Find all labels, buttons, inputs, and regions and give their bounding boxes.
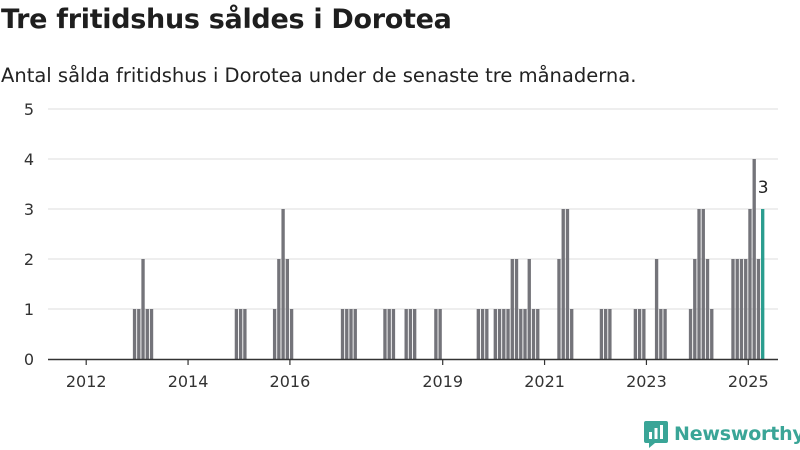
bar [748, 209, 752, 359]
data-label: 3 [758, 178, 769, 198]
bar [603, 309, 608, 359]
bar [438, 309, 442, 359]
x-axis [48, 358, 778, 365]
newsworthy-logo: Newsworthy [643, 419, 800, 449]
bar [565, 209, 570, 359]
bar [408, 309, 413, 359]
bar [349, 309, 353, 359]
bar [536, 309, 540, 359]
x-tick-label: 2012 [66, 372, 107, 391]
bar [642, 309, 646, 359]
y-tick-label: 5 [24, 100, 34, 119]
bar [383, 309, 387, 359]
bar-highlight [761, 209, 765, 359]
bar [277, 259, 281, 359]
labels: 0 1 2 3 4 5 3 2012 2014 2016 2019 2021 2023 2025 [24, 100, 769, 391]
bar-chart: 0 1 2 3 4 5 3 2012 2014 2016 2019 2021 2023 2025 [24, 100, 778, 391]
bar [654, 259, 659, 359]
bar [132, 309, 137, 359]
bar [561, 209, 565, 359]
bar [697, 209, 701, 359]
bar [480, 309, 485, 359]
bar [404, 309, 408, 359]
bar [510, 259, 514, 359]
bar [731, 259, 735, 359]
bar [506, 309, 510, 359]
bar [345, 309, 349, 359]
bar [710, 309, 714, 359]
bar [519, 309, 523, 359]
y-tick-label: 1 [24, 300, 34, 319]
bar [387, 309, 391, 359]
bar [149, 309, 154, 359]
bar [272, 309, 277, 359]
bar [434, 309, 438, 359]
chart-subtitle: Antal sålda fritidshus i Dorotea under d… [1, 64, 637, 87]
bar [570, 309, 574, 359]
bar [476, 309, 480, 359]
gridlines [48, 108, 778, 310]
bar [735, 259, 739, 359]
bar [502, 309, 506, 359]
y-tick-label: 4 [24, 150, 34, 169]
bar [659, 309, 663, 359]
bar [705, 259, 710, 359]
x-tick-label: 2021 [524, 372, 565, 391]
bar [608, 309, 612, 359]
bar [523, 309, 527, 359]
x-tick-label: 2016 [270, 372, 311, 391]
bar [391, 309, 396, 359]
bar [557, 259, 561, 359]
bar [413, 309, 417, 359]
bar [633, 309, 638, 359]
bar [527, 259, 531, 359]
bar [234, 309, 239, 359]
bar [145, 309, 149, 359]
bar [497, 309, 502, 359]
bar [243, 309, 247, 359]
bar [493, 309, 497, 359]
bar [514, 259, 519, 359]
bar [531, 309, 536, 359]
x-tick-label: 2014 [168, 372, 209, 391]
bars [132, 159, 765, 359]
bar [137, 309, 141, 359]
bar [340, 309, 345, 359]
bar [744, 259, 748, 359]
y-tick-label: 2 [24, 250, 34, 269]
bar [752, 159, 756, 359]
bar [285, 259, 290, 359]
bar [637, 309, 642, 359]
brand-name: Newsworthy [674, 423, 800, 445]
x-tick-label: 2025 [728, 372, 769, 391]
bar [599, 309, 604, 359]
chart-title: Tre fritidshus såldes i Dorotea [1, 4, 452, 35]
x-tick-label: 2023 [626, 372, 667, 391]
y-tick-label: 3 [24, 200, 34, 219]
bar [739, 259, 744, 359]
bar [289, 309, 294, 359]
bar [353, 309, 357, 359]
bar [688, 309, 693, 359]
bar [238, 309, 243, 359]
bar [485, 309, 489, 359]
bar [701, 209, 705, 359]
bar [281, 209, 285, 359]
bar [693, 259, 697, 359]
bar [663, 309, 667, 359]
bar [756, 259, 761, 359]
newsworthy-icon [644, 421, 668, 448]
y-tick-label: 0 [24, 350, 34, 369]
x-tick-label: 2019 [422, 372, 463, 391]
bar [141, 259, 145, 359]
